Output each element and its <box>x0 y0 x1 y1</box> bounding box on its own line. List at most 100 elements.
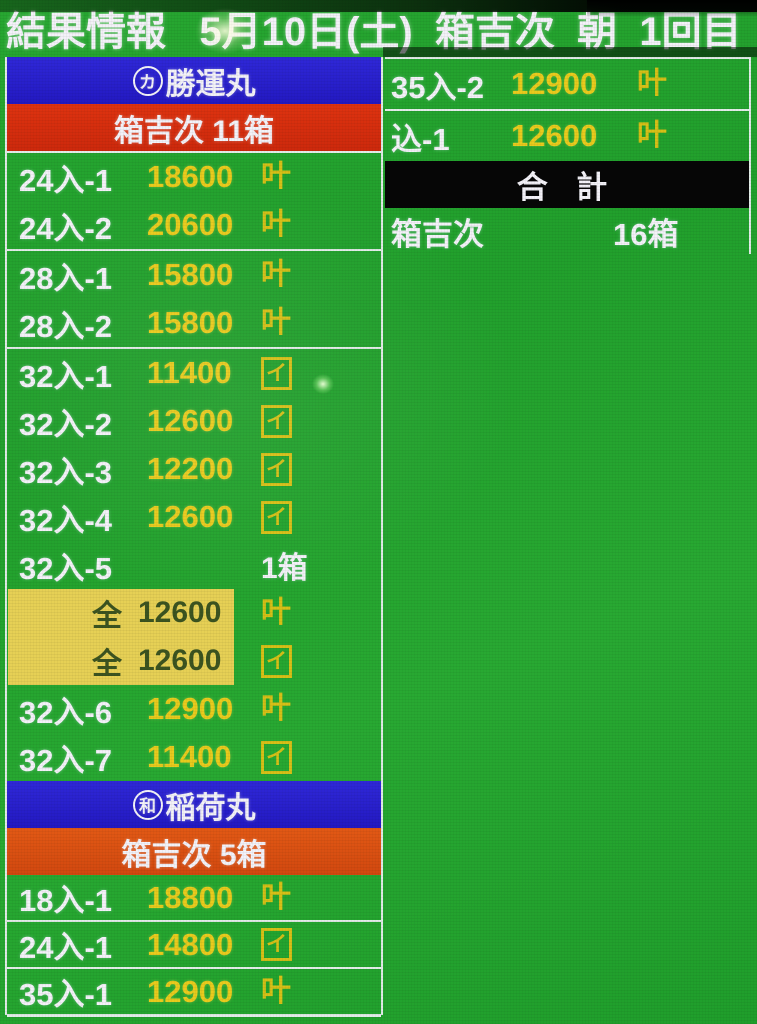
mark-slot: 叶 <box>259 210 341 240</box>
subheader-label: 箱吉次 5箱 <box>121 838 267 872</box>
price-value: 18800 <box>147 879 234 915</box>
mark-slot: イ <box>259 637 341 685</box>
price-value: 15800 <box>147 305 234 340</box>
kano-mark-icon: 叶 <box>637 119 667 152</box>
boxed-i-mark-icon: イ <box>261 644 292 678</box>
price-value: 12900 <box>147 973 234 1009</box>
lot-group-32: 32入-1 11400 イ 32入-2 12600 イ 32入-3 12200 … <box>7 349 381 781</box>
total-header-label: 合 計 <box>516 170 618 205</box>
boxed-i-mark-icon: イ <box>261 452 292 486</box>
mark-slot: 叶 <box>259 589 341 637</box>
vessel-name: 勝運丸 <box>165 67 256 101</box>
price-value: 15800 <box>147 257 234 292</box>
lot-label: 24入-2 <box>19 210 113 246</box>
subheader-2: 箱吉次 5箱 <box>7 828 381 875</box>
lot-label: 24入-1 <box>19 162 113 198</box>
lot-label: 24入-1 <box>19 930 113 965</box>
subheader-1: 箱吉次 11箱 <box>7 104 381 151</box>
total-row: 箱吉次 16箱 <box>385 208 749 254</box>
table-row: 28入-1 15800 叶 <box>7 251 381 299</box>
lot-label: 28入-2 <box>19 308 113 344</box>
table-row: 24入-1 18600 叶 <box>7 153 381 201</box>
boxed-i-mark-icon: イ <box>261 928 292 961</box>
mark-slot: イ <box>259 500 341 534</box>
mark-slot: イ <box>259 404 341 438</box>
mark-slot: 叶 <box>259 974 341 1008</box>
lot-label: 32入-3 <box>19 454 113 490</box>
mark-slot: イ <box>259 356 341 390</box>
price-value: 12200 <box>147 451 234 486</box>
mark-slot: 叶 <box>637 69 667 99</box>
highlight-row: 全 12600 イ <box>7 637 381 685</box>
lot-label: 込-1 <box>391 121 450 157</box>
kano-mark-icon: 叶 <box>261 692 291 725</box>
highlight-block: 全 12600 <box>8 589 234 637</box>
total-label: 箱吉次 <box>391 216 484 252</box>
price-value: 12600 <box>138 596 222 629</box>
price-value: 12600 <box>138 644 222 677</box>
kano-mark-icon: 叶 <box>261 208 291 241</box>
table-row: 35入-1 12900 叶 <box>7 969 381 1014</box>
total-header: 合 計 <box>385 161 749 208</box>
kano-mark-icon: 叶 <box>261 974 291 1008</box>
vessel-header-1: カ 勝運丸 <box>7 57 381 104</box>
table-row: 32入-6 12900 叶 <box>7 685 381 733</box>
lot-group-24: 24入-1 18600 叶 24入-2 20600 叶 <box>7 151 381 251</box>
kano-mark-icon: 叶 <box>637 67 667 100</box>
box-count: 1箱 <box>261 552 308 585</box>
table-row: 24入-2 20600 叶 <box>7 201 381 249</box>
table-row: 32入-4 12600 イ <box>7 493 381 541</box>
vessel-header-2: 和 稲荷丸 <box>7 781 381 828</box>
subheader-label: 箱吉次 11箱 <box>113 114 275 148</box>
left-results-panel: カ 勝運丸 箱吉次 11箱 24入-1 18600 叶 24入-2 20600 … <box>5 57 383 1017</box>
table-row: 32入-2 12600 イ <box>7 397 381 445</box>
mark-slot: 叶 <box>259 308 341 338</box>
price-value: 11400 <box>147 355 232 390</box>
total-value: 16箱 <box>613 216 679 252</box>
table-row: 込-1 12600 叶 <box>385 109 749 161</box>
lot-label: 32入-7 <box>19 742 113 778</box>
vessel-name: 稲荷丸 <box>165 791 256 825</box>
table-row: 18入-1 18800 叶 <box>7 875 381 920</box>
lot-label: 32入-2 <box>19 406 113 442</box>
lot-group-28: 28入-1 15800 叶 28入-2 15800 叶 <box>7 251 381 349</box>
price-value: 11400 <box>147 739 232 774</box>
lot-group-24b: 24入-1 14800 イ <box>7 922 381 969</box>
mark-slot: イ <box>259 452 341 486</box>
table-row: 32入-1 11400 イ <box>7 349 381 397</box>
header-shadow <box>383 47 757 57</box>
lot-label: 35入-1 <box>19 977 113 1012</box>
lot-label: 32入-5 <box>19 550 113 586</box>
mark-slot: イ <box>259 928 341 961</box>
mark-slot: 叶 <box>259 694 341 724</box>
mark-slot: 叶 <box>259 260 341 290</box>
price-value: 12600 <box>511 118 598 153</box>
vessel-circle-mark-icon: カ <box>132 65 163 96</box>
boxed-i-mark-icon: イ <box>261 740 292 774</box>
vessel-circle-mark-icon: 和 <box>132 789 163 820</box>
lot-label: 32入-4 <box>19 502 113 538</box>
top-right-dark-band <box>587 0 757 17</box>
kano-mark-icon: 叶 <box>261 258 291 291</box>
lot-label: 32入-6 <box>19 694 113 730</box>
lot-label: 28入-1 <box>19 260 113 296</box>
lot-label: 全 <box>92 600 122 633</box>
lot-group-35: 35入-1 12900 叶 <box>7 969 381 1017</box>
lot-label: 18入-1 <box>19 883 113 918</box>
lot-label: 32入-1 <box>19 358 113 394</box>
top-dark-band <box>0 0 757 12</box>
price-value: 12900 <box>147 691 234 726</box>
mark-slot: イ <box>259 740 341 774</box>
kano-mark-icon: 叶 <box>261 160 291 193</box>
mark-slot: 叶 <box>259 882 341 913</box>
lot-label: 35入-2 <box>391 69 485 105</box>
table-row: 35入-2 12900 叶 <box>385 59 749 109</box>
boxed-i-mark-icon: イ <box>261 500 292 534</box>
kano-mark-icon: 叶 <box>261 596 291 629</box>
table-row: 32入-7 11400 イ <box>7 733 381 781</box>
highlight-row: 全 12600 叶 <box>7 589 381 637</box>
price-value: 18600 <box>147 159 234 194</box>
price-value: 20600 <box>147 207 234 242</box>
table-row: 28入-2 15800 叶 <box>7 299 381 347</box>
